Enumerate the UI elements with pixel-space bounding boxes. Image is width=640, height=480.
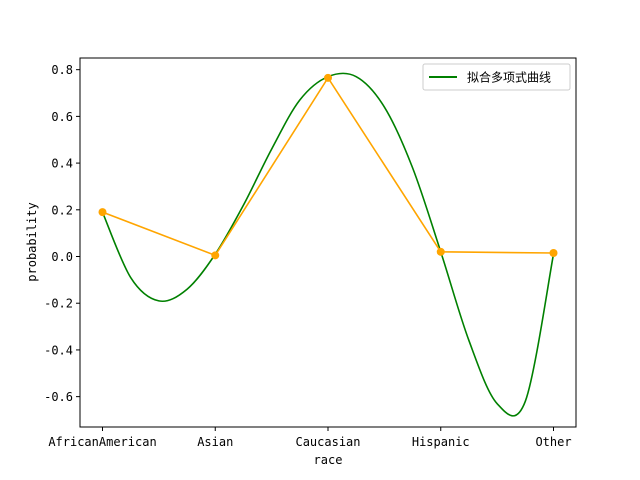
legend: 拟合多项式曲线 — [422, 63, 571, 91]
y-axis-ticks: -0.6 -0.4 -0.2 0.0 0.2 0.4 0.6 0.8 — [44, 63, 80, 404]
data-point — [436, 247, 445, 256]
y-tick-label: 0.2 — [51, 203, 73, 217]
x-axis-ticks: AfricanAmerican Asian Caucasian Hispanic Oth… — [48, 427, 572, 449]
data-point — [549, 249, 558, 258]
legend-label-fit: 拟合多项式曲线 — [467, 70, 551, 85]
series-layer — [98, 72, 558, 417]
y-axis-label: probability — [25, 202, 39, 281]
legend-frame — [422, 63, 571, 91]
plot-area — [79, 57, 577, 428]
data-point — [98, 208, 107, 217]
y-tick-label: 0.0 — [51, 250, 73, 264]
y-tick-label: 0.4 — [51, 157, 73, 171]
x-tick-label: Other — [535, 435, 571, 449]
fit-curve-line — [101, 72, 555, 417]
data-point — [324, 73, 332, 82]
y-tick-label: -0.2 — [44, 297, 73, 311]
y-tick-label: -0.4 — [44, 343, 73, 357]
y-tick-label: -0.6 — [44, 390, 73, 404]
x-axis-label: race — [314, 453, 343, 467]
x-tick-label: Caucasian — [295, 435, 360, 449]
x-tick-label: AfricanAmerican — [48, 435, 156, 449]
y-tick-label: 0.6 — [51, 110, 73, 124]
data-point — [211, 251, 220, 260]
x-tick-label: Hispanic — [412, 435, 470, 449]
y-tick-label: 0.8 — [51, 63, 73, 77]
x-tick-label: Asian — [197, 435, 233, 449]
